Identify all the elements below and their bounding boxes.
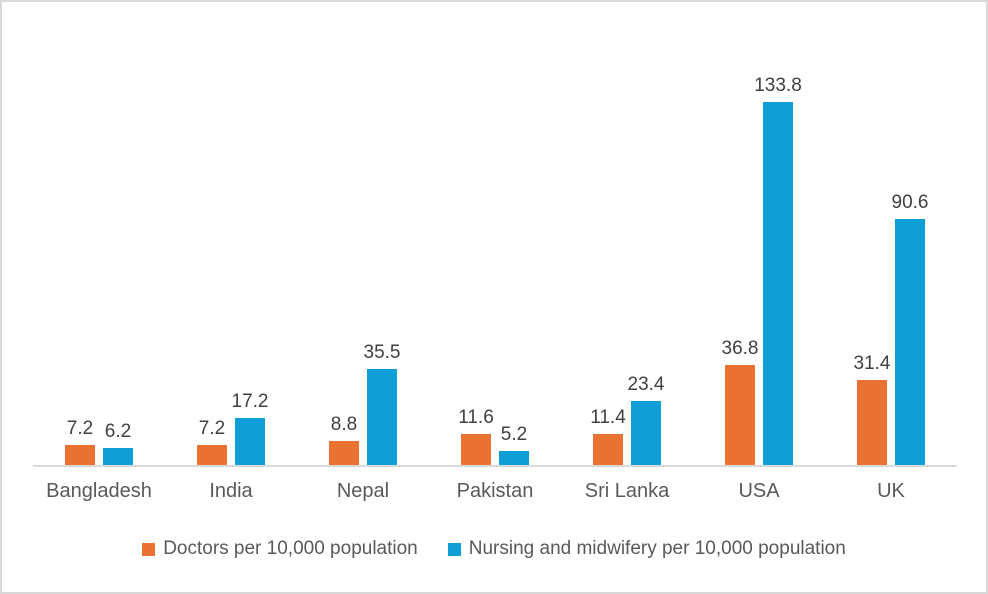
legend-item-doctors: Doctors per 10,000 population: [142, 538, 418, 560]
bar-doctors-india: [197, 445, 227, 465]
bar-doctors-pakistan: [461, 434, 491, 465]
value-label: 90.6: [891, 192, 929, 213]
legend-item-nursing: Nursing and midwifery per 10,000 populat…: [447, 538, 846, 560]
value-label: 11.4: [590, 407, 626, 428]
category-label-india: India: [209, 480, 253, 502]
legend-label-doctors: Doctors per 10,000 population: [163, 538, 418, 559]
bar-doctors-nepal: [329, 441, 359, 465]
bar-doctors-sri-lanka: [593, 434, 623, 465]
x-axis-line: [33, 465, 957, 467]
bar-doctors-usa: [725, 365, 755, 465]
legend: Doctors per 10,000 population Nursing an…: [2, 538, 986, 560]
category-label-sri-lanka: Sri Lanka: [584, 480, 670, 502]
bar-nursing-bangladesh: [103, 448, 133, 465]
legend-swatch-nursing-icon: [447, 542, 461, 556]
bar-doctors-bangladesh: [65, 445, 95, 465]
bar-nursing-sri-lanka: [631, 401, 661, 465]
value-label: 5.2: [500, 424, 528, 445]
value-label: 133.8: [754, 75, 802, 96]
bar-nursing-usa: [763, 102, 793, 465]
value-label: 36.8: [721, 338, 759, 359]
value-label: 31.4: [853, 353, 891, 374]
value-label: 11.6: [458, 407, 494, 428]
value-label: 35.5: [363, 342, 401, 363]
category-label-usa: USA: [738, 480, 780, 502]
value-label: 23.4: [627, 374, 665, 395]
value-label: 7.2: [198, 418, 226, 439]
value-label: 17.2: [231, 391, 269, 412]
bar-nursing-nepal: [367, 369, 397, 465]
value-label: 8.8: [330, 414, 358, 435]
value-label: 7.2: [66, 418, 94, 439]
category-label-uk: UK: [877, 480, 905, 502]
bar-nursing-pakistan: [499, 451, 529, 465]
legend-swatch-doctors-icon: [142, 542, 156, 556]
bar-doctors-uk: [857, 380, 887, 465]
bar-nursing-uk: [895, 219, 925, 465]
bar-nursing-india: [235, 418, 265, 465]
category-label-nepal: Nepal: [336, 480, 390, 502]
value-label: 6.2: [104, 421, 132, 442]
category-label-pakistan: Pakistan: [456, 480, 534, 502]
legend-label-nursing: Nursing and midwifery per 10,000 populat…: [468, 538, 846, 559]
category-label-bangladesh: Bangladesh: [46, 480, 152, 502]
